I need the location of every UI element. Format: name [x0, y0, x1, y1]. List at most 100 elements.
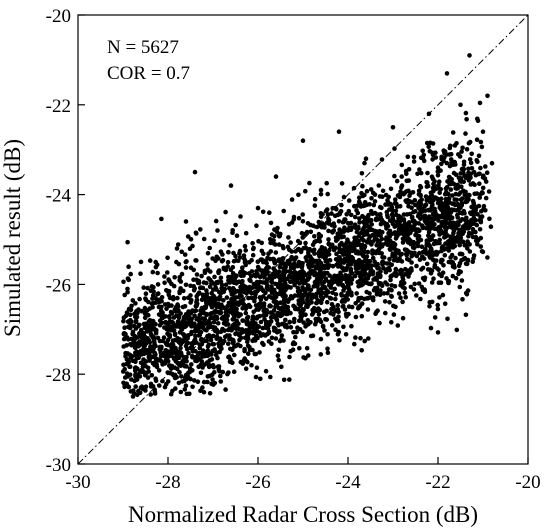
data-point [358, 260, 364, 266]
data-point [292, 276, 298, 281]
data-point [277, 338, 283, 344]
data-point [333, 316, 338, 322]
data-point [386, 230, 391, 236]
data-point [208, 337, 214, 343]
data-point [157, 323, 163, 328]
data-point [207, 358, 212, 363]
data-point [204, 312, 210, 317]
data-point [421, 256, 427, 261]
data-point [403, 251, 409, 257]
data-point [215, 296, 221, 301]
data-point [320, 323, 326, 329]
data-point [393, 232, 399, 237]
data-point [348, 281, 354, 286]
data-point [165, 353, 170, 359]
data-point [190, 243, 195, 249]
data-point [332, 286, 338, 292]
data-point [153, 259, 158, 265]
data-point [435, 330, 441, 335]
data-point [387, 300, 392, 305]
data-point [413, 202, 418, 208]
data-point [325, 350, 331, 356]
data-point [306, 265, 312, 270]
data-point [459, 278, 465, 283]
data-point [129, 342, 134, 348]
data-point [318, 352, 324, 357]
data-point [418, 185, 424, 190]
data-point [418, 296, 423, 302]
data-point [392, 146, 397, 151]
data-point [269, 335, 275, 341]
data-point [147, 347, 153, 352]
data-point [167, 333, 173, 338]
data-point [360, 183, 365, 189]
data-point [126, 306, 132, 312]
data-point [435, 169, 441, 174]
data-point [122, 292, 127, 298]
data-point [246, 351, 251, 357]
data-point [215, 228, 220, 233]
data-point [356, 195, 362, 200]
data-point [340, 282, 346, 288]
data-point [409, 260, 414, 265]
data-point [337, 211, 343, 217]
data-point [278, 276, 283, 282]
data-point [122, 375, 128, 380]
data-point [255, 205, 261, 211]
data-point [202, 353, 208, 359]
data-point [428, 220, 433, 226]
data-point [424, 184, 430, 189]
data-point [178, 345, 183, 351]
data-point [454, 327, 460, 333]
data-point [281, 245, 286, 251]
data-point [486, 189, 492, 194]
data-point [434, 196, 440, 201]
data-point [325, 346, 330, 352]
data-point [352, 235, 357, 241]
data-point [390, 251, 396, 256]
data-point [382, 220, 387, 226]
data-point [427, 140, 433, 146]
data-point [253, 303, 259, 308]
data-point [214, 287, 219, 292]
data-point [183, 219, 189, 224]
data-point [448, 207, 453, 213]
data-point [242, 346, 247, 352]
data-point [121, 318, 126, 324]
data-point [194, 258, 199, 263]
data-point [341, 324, 346, 330]
data-point [297, 345, 302, 351]
data-point [349, 292, 354, 298]
data-point [300, 274, 306, 279]
data-point [258, 376, 263, 382]
data-point [165, 270, 170, 275]
data-point [149, 333, 154, 339]
data-point [198, 388, 203, 394]
data-point [129, 303, 134, 309]
data-point [359, 230, 365, 236]
data-point [377, 273, 382, 279]
data-point [440, 244, 445, 249]
data-point [450, 273, 456, 279]
data-point [234, 306, 239, 312]
data-point [330, 229, 335, 234]
data-point [300, 138, 306, 143]
data-point [217, 349, 222, 355]
data-point [276, 269, 282, 274]
data-point [273, 250, 279, 255]
data-point [155, 270, 160, 276]
data-point [134, 356, 139, 361]
data-point [355, 264, 361, 270]
data-point [299, 230, 305, 236]
data-point [306, 353, 311, 358]
data-point [330, 205, 336, 211]
data-point [192, 169, 198, 175]
data-point [197, 285, 203, 291]
data-point [317, 223, 323, 229]
data-point [459, 149, 464, 154]
data-point [197, 342, 202, 347]
data-point [181, 296, 187, 301]
data-point [464, 261, 470, 267]
data-point [419, 284, 425, 290]
data-point [270, 256, 276, 262]
